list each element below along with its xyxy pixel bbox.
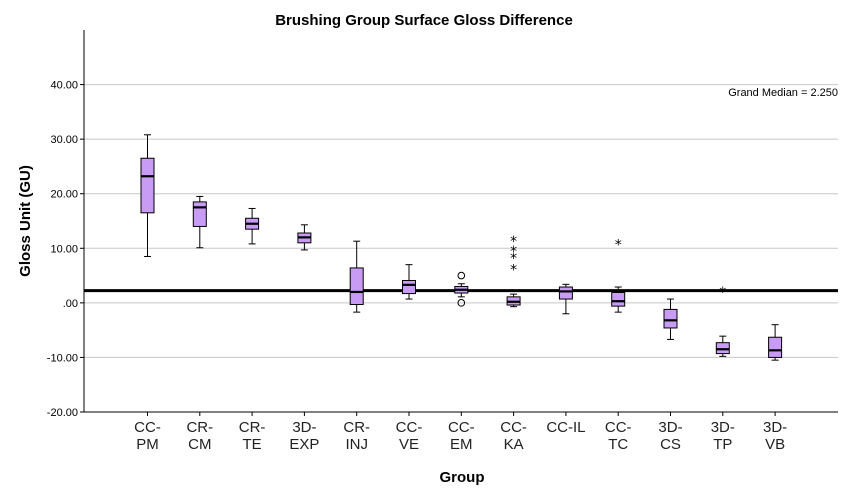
box-group [454, 271, 469, 307]
x-tick-label: CR-INJ [343, 419, 370, 453]
y-axis-title: Gloss Unit (GU) [17, 165, 34, 277]
box-group [245, 207, 260, 245]
outlier-star: * [510, 251, 517, 267]
y-tick-label: 10.00 [50, 243, 78, 255]
outlier-star: * [510, 234, 517, 250]
box-group [297, 224, 312, 251]
x-tick-label-line: VB [765, 436, 785, 453]
x-tick-label-line: PM [136, 436, 159, 453]
x-tick-label-line: CC- [396, 419, 423, 436]
box-group: * [715, 285, 730, 357]
x-tick-label-line: TE [243, 436, 262, 453]
y-tick-label: 40.00 [50, 80, 78, 92]
x-tick-label-line: CR- [343, 419, 370, 436]
x-tick-label-line: 3D- [658, 419, 682, 436]
x-tick-label-line: KA [504, 436, 524, 453]
x-tick-label-line: CC- [500, 419, 527, 436]
x-tick-label: 3D-VB [763, 419, 787, 453]
x-tick-label: CC-EM [448, 419, 475, 453]
box-group [402, 264, 416, 300]
iqr-box [402, 279, 416, 295]
y-tick-label: -20.00 [47, 407, 78, 419]
x-tick-label: CR-TE [239, 419, 266, 453]
box-group [192, 195, 207, 249]
x-tick-label-line: EM [450, 436, 473, 453]
x-tick-label-line: CS [660, 436, 681, 453]
iqr-box [558, 286, 573, 300]
y-tick-label: 20.00 [50, 189, 78, 201]
x-tick-label: CC-IL [546, 419, 585, 436]
x-axis-title: Group [440, 469, 485, 486]
x-tick-label-line: CR- [186, 419, 213, 436]
x-tick-label: 3D-TP [711, 419, 735, 453]
x-tick-label-line: CM [188, 436, 211, 453]
x-tick-label-line: TP [713, 436, 732, 453]
outlier-star: * [719, 285, 726, 301]
x-tick-label-line: CC- [605, 419, 632, 436]
iqr-box [611, 291, 626, 307]
x-tick-label: CC-KA [500, 419, 527, 453]
grand-median-annotation: Grand Median = 2.250 [728, 87, 838, 99]
x-tick-label-line: 3D- [763, 419, 787, 436]
x-tick-label: 3D-EXP [289, 419, 319, 453]
outlier-star: * [510, 262, 517, 278]
box-group: **** [506, 234, 521, 308]
iqr-box [349, 267, 364, 305]
x-tick-label-line: CC- [448, 419, 475, 436]
y-tick-label: 30.00 [50, 134, 78, 146]
box-group [768, 324, 783, 361]
iqr-box [663, 308, 678, 329]
outlier-circle [457, 271, 466, 280]
x-tick-label-line: CC-IL [546, 419, 585, 436]
x-tick-label-line: TC [608, 436, 628, 453]
x-tick-label-line: 3D- [292, 419, 316, 436]
iqr-box [768, 336, 783, 358]
box-group [663, 298, 678, 340]
y-tick-label: -10.00 [47, 352, 78, 364]
outlier-circle [457, 299, 466, 307]
box-group: * [611, 237, 626, 313]
iqr-box [140, 157, 155, 214]
chart-title: Brushing Group Surface Gloss Difference [275, 12, 573, 29]
x-tick-label-line: VE [399, 436, 419, 453]
x-tick-label: 3D-CS [658, 419, 682, 453]
outlier-star: * [510, 244, 517, 260]
iqr-box [192, 201, 207, 227]
x-tick-label: CC-VE [396, 419, 423, 453]
box-group [558, 283, 573, 315]
x-tick-label-line: CR- [239, 419, 266, 436]
x-tick-label-line: 3D- [711, 419, 735, 436]
outlier-star: * [615, 237, 622, 253]
x-tick-label-line: EXP [289, 436, 319, 453]
x-tick-label: CC-TC [605, 419, 632, 453]
box-group [349, 240, 364, 313]
x-tick-label-line: INJ [345, 436, 368, 453]
x-tick-label-line: CC- [134, 419, 161, 436]
x-tick-label: CR-CM [186, 419, 213, 453]
x-tick-label: CC-PM [134, 419, 161, 453]
y-tick-label: .00 [63, 298, 78, 310]
box-group [140, 134, 155, 257]
